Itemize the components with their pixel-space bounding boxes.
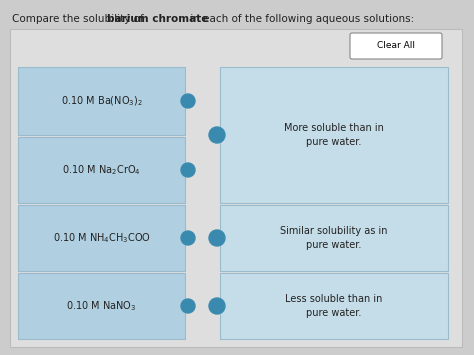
FancyBboxPatch shape <box>18 67 185 135</box>
Text: Less soluble than in
pure water.: Less soluble than in pure water. <box>285 294 383 318</box>
FancyBboxPatch shape <box>220 67 448 203</box>
Text: in each of the following aqueous solutions:: in each of the following aqueous solutio… <box>187 14 414 24</box>
Text: Compare the solubility of: Compare the solubility of <box>12 14 147 24</box>
Text: 0.10 M Ba(NO$_3$)$_2$: 0.10 M Ba(NO$_3$)$_2$ <box>61 94 143 108</box>
Text: barium chromate: barium chromate <box>107 14 209 24</box>
Circle shape <box>209 230 225 246</box>
FancyBboxPatch shape <box>220 205 448 271</box>
Circle shape <box>181 163 195 177</box>
Text: More soluble than in
pure water.: More soluble than in pure water. <box>284 123 384 147</box>
Circle shape <box>181 231 195 245</box>
Text: Similar solubility as in
pure water.: Similar solubility as in pure water. <box>280 226 388 250</box>
Circle shape <box>181 94 195 108</box>
Text: 0.10 M NaNO$_3$: 0.10 M NaNO$_3$ <box>66 299 137 313</box>
Circle shape <box>209 298 225 314</box>
Text: Clear All: Clear All <box>377 42 415 50</box>
Text: 0.10 M NH$_4$CH$_3$COO: 0.10 M NH$_4$CH$_3$COO <box>53 231 150 245</box>
Circle shape <box>181 299 195 313</box>
Text: 0.10 M Na$_2$CrO$_4$: 0.10 M Na$_2$CrO$_4$ <box>62 163 141 177</box>
FancyBboxPatch shape <box>350 33 442 59</box>
FancyBboxPatch shape <box>220 273 448 339</box>
FancyBboxPatch shape <box>18 273 185 339</box>
FancyBboxPatch shape <box>18 205 185 271</box>
FancyBboxPatch shape <box>10 29 462 347</box>
FancyBboxPatch shape <box>18 137 185 203</box>
Circle shape <box>209 127 225 143</box>
